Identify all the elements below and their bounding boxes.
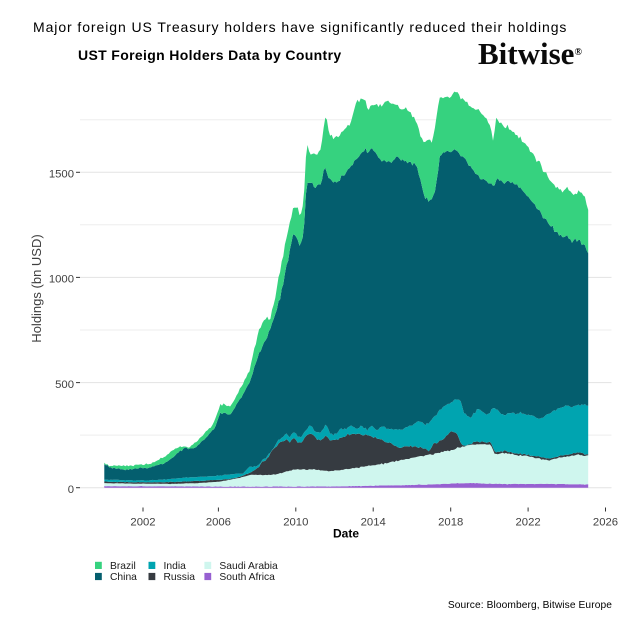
svg-text:2010: 2010 [283, 516, 308, 528]
svg-text:2022: 2022 [516, 516, 541, 528]
svg-text:South Africa: South Africa [219, 572, 275, 583]
svg-text:China: China [110, 572, 137, 583]
svg-text:500: 500 [55, 379, 74, 391]
svg-text:2006: 2006 [206, 516, 231, 528]
svg-text:Brazil: Brazil [110, 561, 136, 572]
svg-text:1500: 1500 [49, 169, 74, 181]
svg-text:2026: 2026 [593, 516, 618, 528]
svg-text:Saudi Arabia: Saudi Arabia [219, 561, 278, 572]
svg-text:Date: Date [333, 527, 359, 541]
svg-text:1000: 1000 [49, 274, 74, 286]
svg-text:India: India [164, 561, 187, 572]
svg-text:2018: 2018 [438, 516, 463, 528]
svg-text:Russia: Russia [164, 572, 196, 583]
svg-text:2002: 2002 [130, 516, 155, 528]
svg-text:Holdings (bn USD): Holdings (bn USD) [29, 234, 44, 342]
svg-text:2014: 2014 [361, 516, 386, 528]
svg-text:0: 0 [68, 484, 74, 496]
